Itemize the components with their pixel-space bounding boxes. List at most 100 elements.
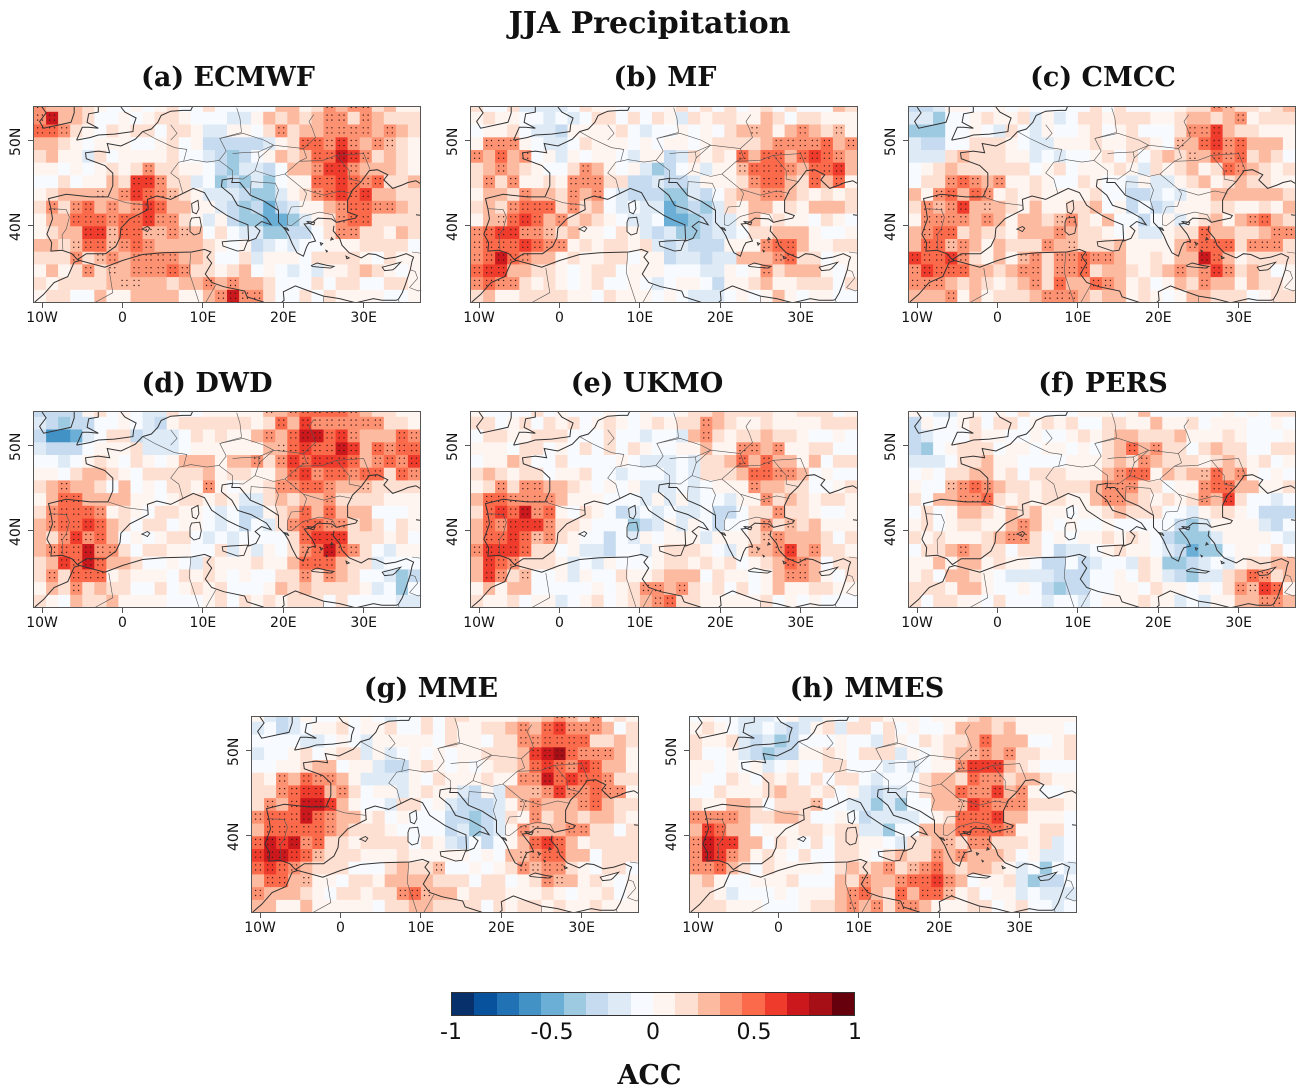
grid-cell	[239, 594, 252, 607]
significance-dot	[1218, 132, 1220, 134]
grid-cell	[664, 174, 677, 189]
significance-dot	[150, 170, 152, 172]
significance-dot	[965, 203, 967, 205]
significance-dot	[61, 533, 63, 536]
country-border	[409, 269, 418, 288]
grid-cell	[287, 594, 300, 607]
significance-dot	[350, 432, 352, 434]
grid-cell	[651, 213, 665, 227]
grid-cell	[676, 467, 689, 481]
significance-dot	[355, 177, 357, 180]
grid-cell	[34, 568, 47, 583]
grid-cell	[627, 251, 641, 265]
grid-cell	[736, 162, 750, 176]
grid-cell	[495, 492, 508, 506]
grid-cell	[724, 238, 737, 252]
significance-dot	[374, 444, 377, 447]
significance-dot	[85, 267, 87, 269]
grid-cell	[700, 429, 713, 443]
grid-cell	[531, 594, 544, 607]
grid-cell	[567, 213, 581, 227]
grid-cell	[796, 467, 810, 481]
grid-cell	[700, 416, 713, 430]
significance-dot	[948, 488, 950, 490]
significance-dot	[65, 500, 68, 503]
country-border	[740, 188, 790, 196]
significance-dot	[338, 546, 340, 548]
significance-dot	[486, 577, 488, 579]
significance-dot	[534, 495, 536, 498]
significance-dot	[763, 500, 765, 503]
grid-cell	[543, 518, 557, 532]
significance-dot	[514, 221, 517, 223]
grid-cell	[567, 556, 581, 570]
significance-dot	[90, 564, 92, 566]
significance-dot	[1230, 170, 1232, 172]
grid-cell	[46, 492, 59, 506]
island-outline	[628, 504, 637, 520]
significance-dot	[290, 412, 292, 414]
grid-cell	[371, 238, 385, 252]
grid-cell	[94, 225, 107, 239]
significance-dot	[527, 533, 529, 536]
grid-cell	[567, 162, 581, 176]
grid-cell	[371, 107, 385, 112]
grid-cell	[214, 174, 228, 189]
significance-dot	[77, 577, 80, 579]
significance-dot	[319, 521, 321, 523]
grid-cell	[359, 136, 373, 150]
grid-cell	[190, 530, 204, 544]
significance-dot	[133, 284, 135, 287]
grid-cell	[808, 124, 822, 138]
significance-dot	[563, 216, 565, 218]
grid-cell	[543, 594, 557, 607]
significance-dot	[415, 432, 418, 434]
grid-cell	[555, 225, 569, 239]
significance-dot	[989, 482, 991, 485]
grid-cell	[118, 505, 132, 519]
significance-dot	[792, 165, 794, 167]
grid-cell	[1005, 467, 1019, 481]
grid-cell	[1234, 238, 1248, 252]
significance-dot	[847, 144, 850, 147]
grid-cell	[118, 479, 132, 494]
significance-dot	[150, 272, 152, 274]
significance-dot	[570, 177, 572, 180]
grid-cell	[543, 543, 557, 557]
grid-cell	[1029, 200, 1043, 214]
grid-cell	[118, 492, 132, 506]
significance-dot	[307, 437, 309, 439]
significance-dot	[53, 114, 56, 116]
significance-dot	[792, 526, 794, 528]
significance-dot	[338, 538, 340, 541]
significance-dot	[326, 482, 328, 485]
significance-dot	[558, 221, 560, 223]
grid-cell	[1089, 238, 1103, 252]
significance-dot	[534, 241, 536, 243]
grid-cell	[495, 594, 508, 607]
grid-cell	[579, 581, 593, 595]
significance-dot	[350, 216, 352, 218]
grid-cell	[603, 429, 617, 443]
significance-dot	[780, 538, 782, 541]
grid-cell	[395, 543, 409, 557]
grid-cell	[615, 263, 629, 278]
grid-cell	[395, 213, 409, 227]
grid-cell	[820, 124, 834, 138]
grid-cell	[531, 213, 544, 227]
grid-cell	[844, 492, 857, 506]
significance-dot	[792, 572, 794, 574]
coastline	[34, 248, 399, 302]
significance-dot	[391, 444, 393, 447]
significance-dot	[1001, 177, 1003, 180]
significance-dot	[835, 157, 838, 159]
grid-cell	[676, 124, 689, 138]
significance-dot	[326, 152, 328, 154]
country-border	[846, 287, 857, 292]
grid-cell	[676, 505, 689, 519]
grid-cell	[784, 454, 798, 468]
island-outline	[1158, 226, 1165, 232]
significance-dot	[331, 495, 333, 498]
significance-dot	[1206, 259, 1208, 261]
grid-cell	[239, 492, 252, 506]
